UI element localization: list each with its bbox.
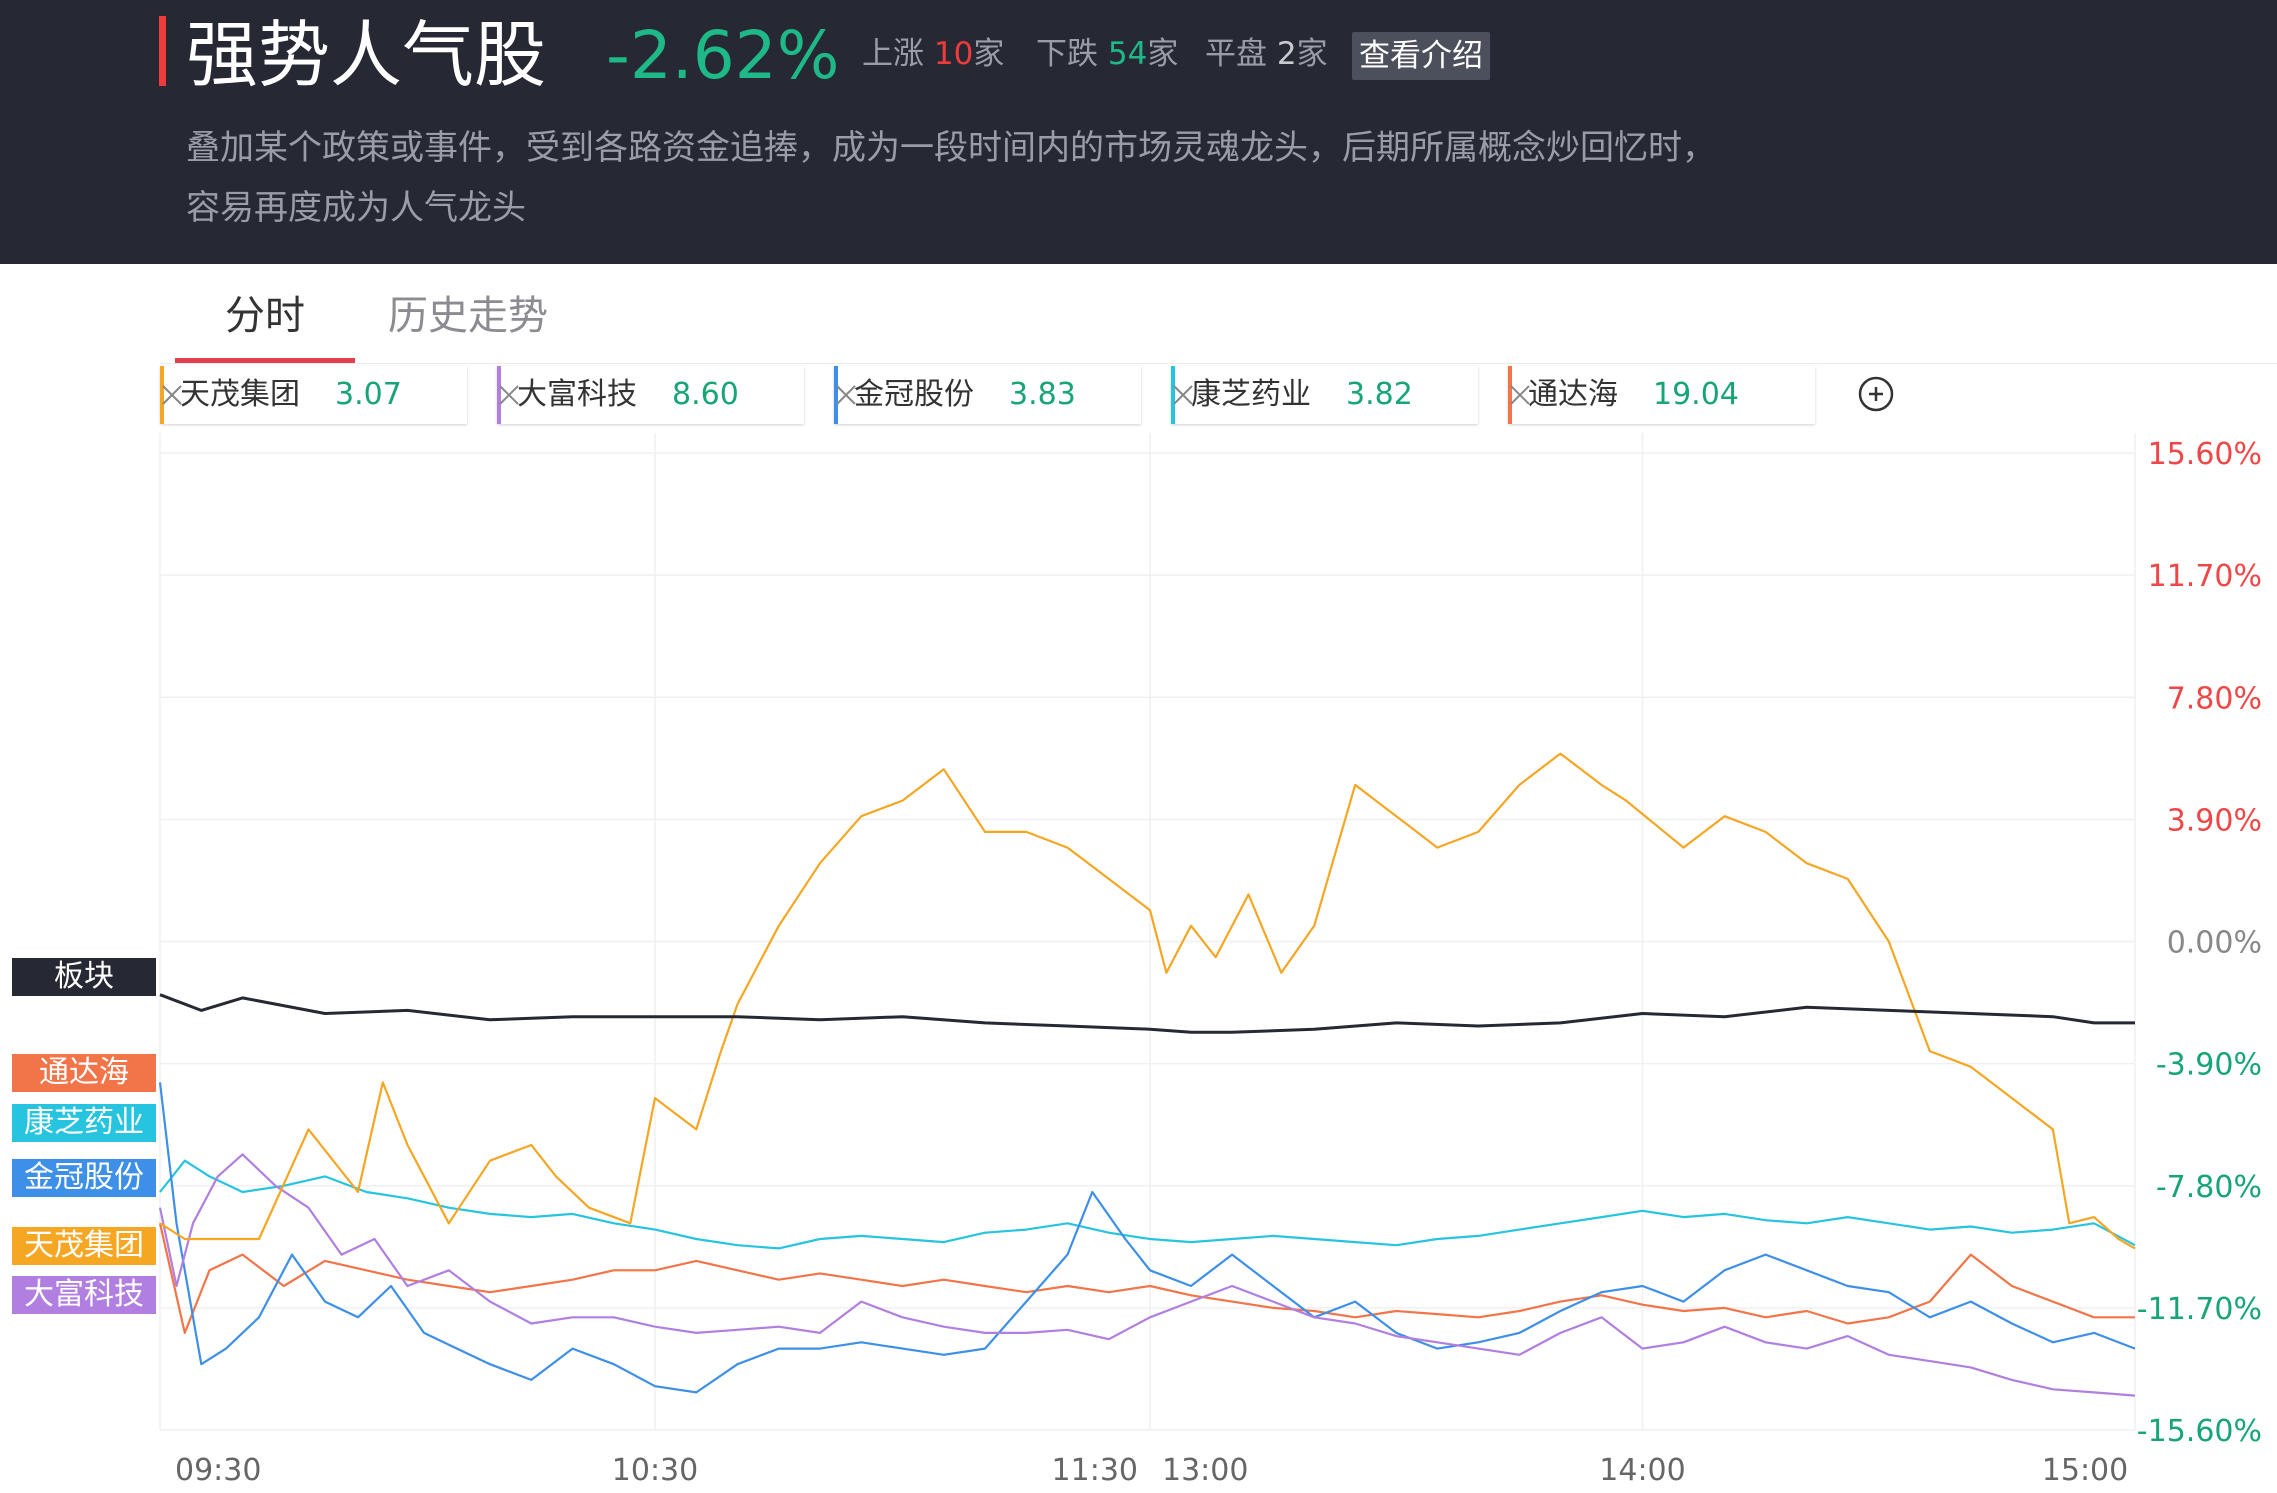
x-tick-label: 15:00: [2042, 1453, 2128, 1488]
up-stat: 上涨 10家: [862, 30, 1004, 78]
chip-stock-price: 3.82: [1346, 377, 1413, 412]
chip-color-bar: [160, 366, 164, 424]
chip-stock-name: 金冠股份: [854, 377, 974, 412]
x-tick-label: 11:30: [1052, 1453, 1138, 1488]
series-line: [158, 1153, 2136, 1397]
x-tick-label: 09:30: [175, 1453, 261, 1488]
tab-active-underline: [175, 358, 355, 363]
tab-history[interactable]: 历史走势: [388, 293, 548, 339]
stock-chip[interactable]: 康芝药业 3.82: [1171, 366, 1478, 424]
series-label-sector: 板块: [12, 958, 156, 996]
flat-count: 2: [1276, 36, 1297, 72]
up-count: 10: [933, 36, 974, 72]
series-label-tongdahai: 通达海: [12, 1054, 156, 1092]
chip-stock-price: 8.60: [672, 377, 739, 412]
view-intro-button[interactable]: 查看介绍: [1352, 32, 1490, 80]
chip-stock-price: 3.83: [1009, 377, 1076, 412]
close-icon[interactable]: [497, 383, 521, 407]
up-label: 上涨: [862, 36, 924, 72]
y-tick-label: -7.80%: [2156, 1170, 2262, 1205]
x-tick-label: 14:00: [1599, 1453, 1685, 1488]
chip-stock-name: 大富科技: [517, 377, 637, 412]
sector-description: 叠加某个政策或事件，受到各路资金追捧，成为一段时间内的市场灵魂龙头，后期所属概念…: [186, 128, 1716, 228]
series-label-dafu: 大富科技: [12, 1276, 156, 1314]
down-label: 下跌: [1036, 36, 1098, 72]
flat-unit: 家: [1296, 36, 1328, 72]
flat-label: 平盘: [1205, 36, 1267, 72]
y-tick-label: 0.00%: [2167, 926, 2262, 961]
chip-stock-price: 3.07: [335, 377, 402, 412]
chip-color-bar: [834, 366, 838, 424]
add-stock-button[interactable]: [1858, 376, 1894, 412]
tab-intraday[interactable]: 分时: [225, 293, 305, 339]
y-tick-label: 7.80%: [2167, 681, 2262, 716]
stock-chip[interactable]: 金冠股份 3.83: [834, 366, 1141, 424]
chip-stock-name: 通达海: [1528, 377, 1618, 412]
stock-chip[interactable]: 大富科技 8.60: [497, 366, 804, 424]
y-tick-label: -11.70%: [2137, 1292, 2262, 1327]
up-unit: 家: [973, 36, 1005, 72]
series-label-jinguan: 金冠股份: [12, 1159, 156, 1197]
series-line: [158, 1082, 2136, 1394]
series-label-tianmao: 天茂集团: [12, 1227, 156, 1265]
y-tick-label: 15.60%: [2148, 437, 2262, 472]
down-stat: 下跌 54家: [1036, 30, 1178, 78]
chip-stock-name: 天茂集团: [180, 377, 300, 412]
close-icon[interactable]: [1171, 383, 1195, 407]
chip-color-bar: [1171, 366, 1175, 424]
stock-chip[interactable]: 天茂集团 3.07: [160, 366, 467, 424]
x-tick-label: 10:30: [612, 1453, 698, 1488]
x-tick-label: 13:00: [1162, 1453, 1248, 1488]
chip-stock-price: 19.04: [1653, 377, 1739, 412]
close-icon[interactable]: [1508, 383, 1532, 407]
series-line: [159, 1159, 2136, 1250]
down-unit: 家: [1147, 36, 1179, 72]
close-icon[interactable]: [834, 383, 858, 407]
stock-chip[interactable]: 通达海 19.04: [1508, 366, 1815, 424]
series-line: [159, 752, 2136, 1250]
y-tick-label: 11.70%: [2148, 559, 2262, 594]
sector-title: 强势人气股: [186, 13, 547, 97]
series-line: [159, 993, 2135, 1034]
sector-change: -2.62%: [606, 17, 840, 94]
header-panel: 强势人气股 -2.62% 上涨 10家 下跌 54家 平盘 2家 查看介绍 叠加…: [0, 0, 2277, 264]
y-tick-label: -3.90%: [2156, 1048, 2262, 1083]
down-count: 54: [1107, 36, 1148, 72]
chip-color-bar: [497, 366, 501, 424]
tab-divider: [160, 363, 2277, 364]
y-tick-label: 3.90%: [2167, 803, 2262, 838]
series-line: [158, 1223, 2135, 1335]
title-accent-bar: [159, 16, 166, 86]
chip-stock-name: 康芝药业: [1191, 377, 1311, 412]
close-icon[interactable]: [160, 383, 184, 407]
y-tick-label: -15.60%: [2137, 1414, 2262, 1449]
plus-circle-icon: [1858, 376, 1894, 412]
chip-color-bar: [1508, 366, 1512, 424]
flat-stat: 平盘 2家: [1205, 30, 1328, 78]
series-label-kangzhi: 康芝药业: [12, 1104, 156, 1142]
